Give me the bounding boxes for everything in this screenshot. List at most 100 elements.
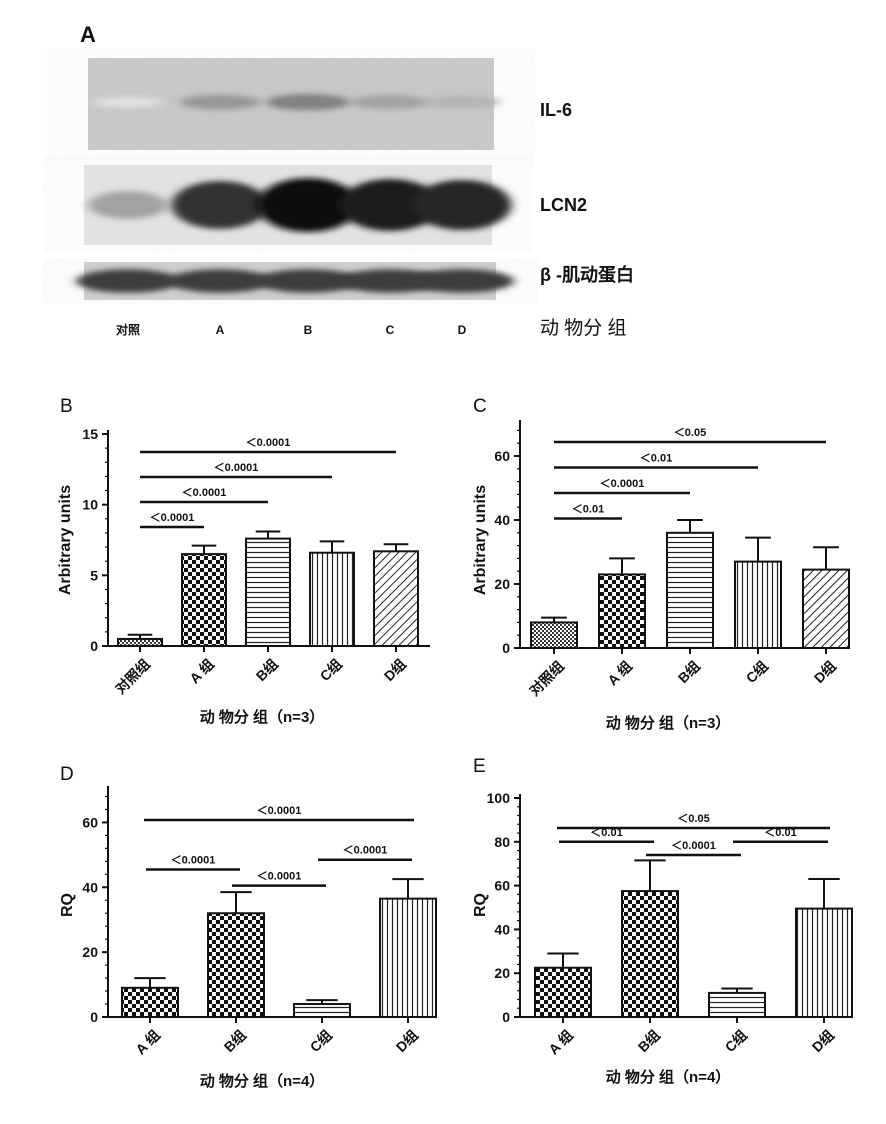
blot-band (410, 269, 514, 293)
x-axis-label: 动 物分 组（n=3） (606, 714, 731, 732)
panel-b-chart: B 0 5 10 15 Arbitrary units 对照组 A 组 B组 C组 D组动 物分 组… (57, 396, 430, 726)
blot-band (339, 179, 441, 231)
bar (795, 907, 853, 1018)
y-tick-label: 15 (82, 426, 98, 442)
category-label: 对照组 (526, 658, 567, 699)
y-tick-label: 0 (502, 640, 510, 656)
blot-strip-2 (76, 262, 514, 300)
y-axis-label: RQ (472, 893, 489, 917)
significance-label: ＜0.0001 (671, 840, 716, 852)
bar (309, 551, 355, 647)
panel-e-chart: E 0 20 40 60 80 100 RQ A 组 B组 C组 D组动 物分 组（n=4） ＜0.01… (472, 756, 853, 1086)
panel-letter: D (60, 764, 74, 785)
bar (117, 637, 163, 648)
lane-label: 对照 (116, 322, 140, 337)
blot-band (88, 191, 168, 219)
y-tick-label: 0 (90, 638, 98, 654)
bar (708, 991, 766, 1018)
category-label: B组 (675, 658, 703, 686)
y-tick-label: 20 (82, 944, 98, 960)
blot-label-1: LCN2 (540, 195, 587, 215)
bar (621, 890, 679, 1019)
y-tick-label: 40 (494, 921, 510, 937)
y-axis-label: RQ (59, 893, 76, 917)
significance-label: ＜0.01 (572, 504, 604, 516)
category-label: B组 (635, 1027, 663, 1055)
category-label: A 组 (132, 1027, 163, 1058)
bar (734, 560, 782, 649)
significance-label: ＜0.0001 (600, 478, 645, 490)
bar (530, 621, 578, 650)
panel-letter: B (60, 396, 73, 417)
bar (598, 573, 646, 650)
category-label: 对照组 (112, 656, 153, 697)
bar (293, 1003, 351, 1018)
y-tick-label: 60 (82, 814, 98, 830)
significance-label: ＜0.05 (674, 427, 706, 439)
blot-band (168, 269, 272, 293)
y-tick-label: 10 (82, 497, 98, 513)
category-label: B组 (221, 1027, 249, 1055)
category-label: D组 (393, 1027, 421, 1055)
blot-band (179, 94, 261, 110)
blot-band (265, 94, 351, 111)
category-label: A 组 (186, 656, 217, 687)
panel-letter: E (473, 756, 486, 777)
y-tick-label: 40 (494, 512, 510, 528)
lane-label: B (304, 323, 313, 337)
y-tick-label: 40 (82, 879, 98, 895)
blot-band (424, 95, 500, 109)
category-label: C组 (307, 1027, 335, 1055)
y-tick-label: 0 (90, 1009, 98, 1025)
panel-a-xlabel: 动 物分 组 (540, 317, 627, 339)
significance-label: ＜0.0001 (150, 512, 195, 524)
x-axis-label: 动 物分 组（n=3） (200, 708, 325, 726)
blot-band (256, 269, 360, 293)
significance-label: ＜0.0001 (257, 805, 302, 817)
category-label: A 组 (604, 658, 635, 689)
panel-c-chart: C 0 20 40 60 Arbitrary units 对照组 A 组 B组 C组 D组动 物分 … (472, 396, 850, 732)
y-tick-label: 60 (494, 448, 510, 464)
y-tick-label: 5 (90, 567, 98, 583)
blot-band (338, 269, 442, 293)
y-tick-label: 60 (494, 878, 510, 894)
significance-label: ＜0.01 (590, 827, 622, 839)
lane-label: D (458, 323, 467, 337)
blot-label-2: β -肌动蛋白 (540, 264, 634, 285)
blot-band (93, 97, 163, 108)
y-axis-label: Arbitrary units (472, 485, 489, 595)
category-label: D组 (809, 1027, 837, 1055)
bar (379, 897, 437, 1019)
blot-band (412, 180, 512, 230)
significance-label: ＜0.0001 (257, 871, 302, 883)
bar (245, 537, 291, 647)
significance-label: ＜0.05 (677, 813, 709, 825)
blot-strip-0 (88, 58, 500, 150)
category-label: C组 (317, 656, 345, 684)
bar (181, 553, 227, 648)
y-tick-label: 80 (494, 834, 510, 850)
significance-label: ＜0.01 (764, 827, 796, 839)
lane-label: C (386, 323, 395, 337)
blot-band (171, 181, 269, 229)
category-label: C组 (722, 1027, 750, 1055)
y-tick-label: 20 (494, 576, 510, 592)
significance-label: ＜0.0001 (246, 437, 291, 449)
bar (207, 912, 265, 1019)
blot-band (76, 269, 180, 293)
significance-label: ＜0.0001 (182, 487, 227, 499)
category-label: C组 (743, 658, 771, 686)
bar (373, 550, 419, 647)
x-axis-label: 动 物分 组（n=4） (200, 1072, 325, 1090)
panel-d-chart: D 0 20 40 60 RQ A 组 B组 C组 D组动 物分 组（n=4） ＜0.0001 ＜0.… (59, 764, 437, 1090)
blot-band (350, 95, 430, 110)
bar (121, 986, 179, 1018)
significance-label: ＜0.0001 (343, 845, 388, 857)
x-axis-label: 动 物分 组（n=4） (606, 1068, 731, 1086)
y-axis-label: Arbitrary units (57, 485, 74, 595)
significance-label: ＜0.0001 (214, 462, 259, 474)
significance-label: ＜0.01 (640, 453, 672, 465)
blot-strip-1 (84, 165, 512, 245)
bar (534, 966, 592, 1018)
